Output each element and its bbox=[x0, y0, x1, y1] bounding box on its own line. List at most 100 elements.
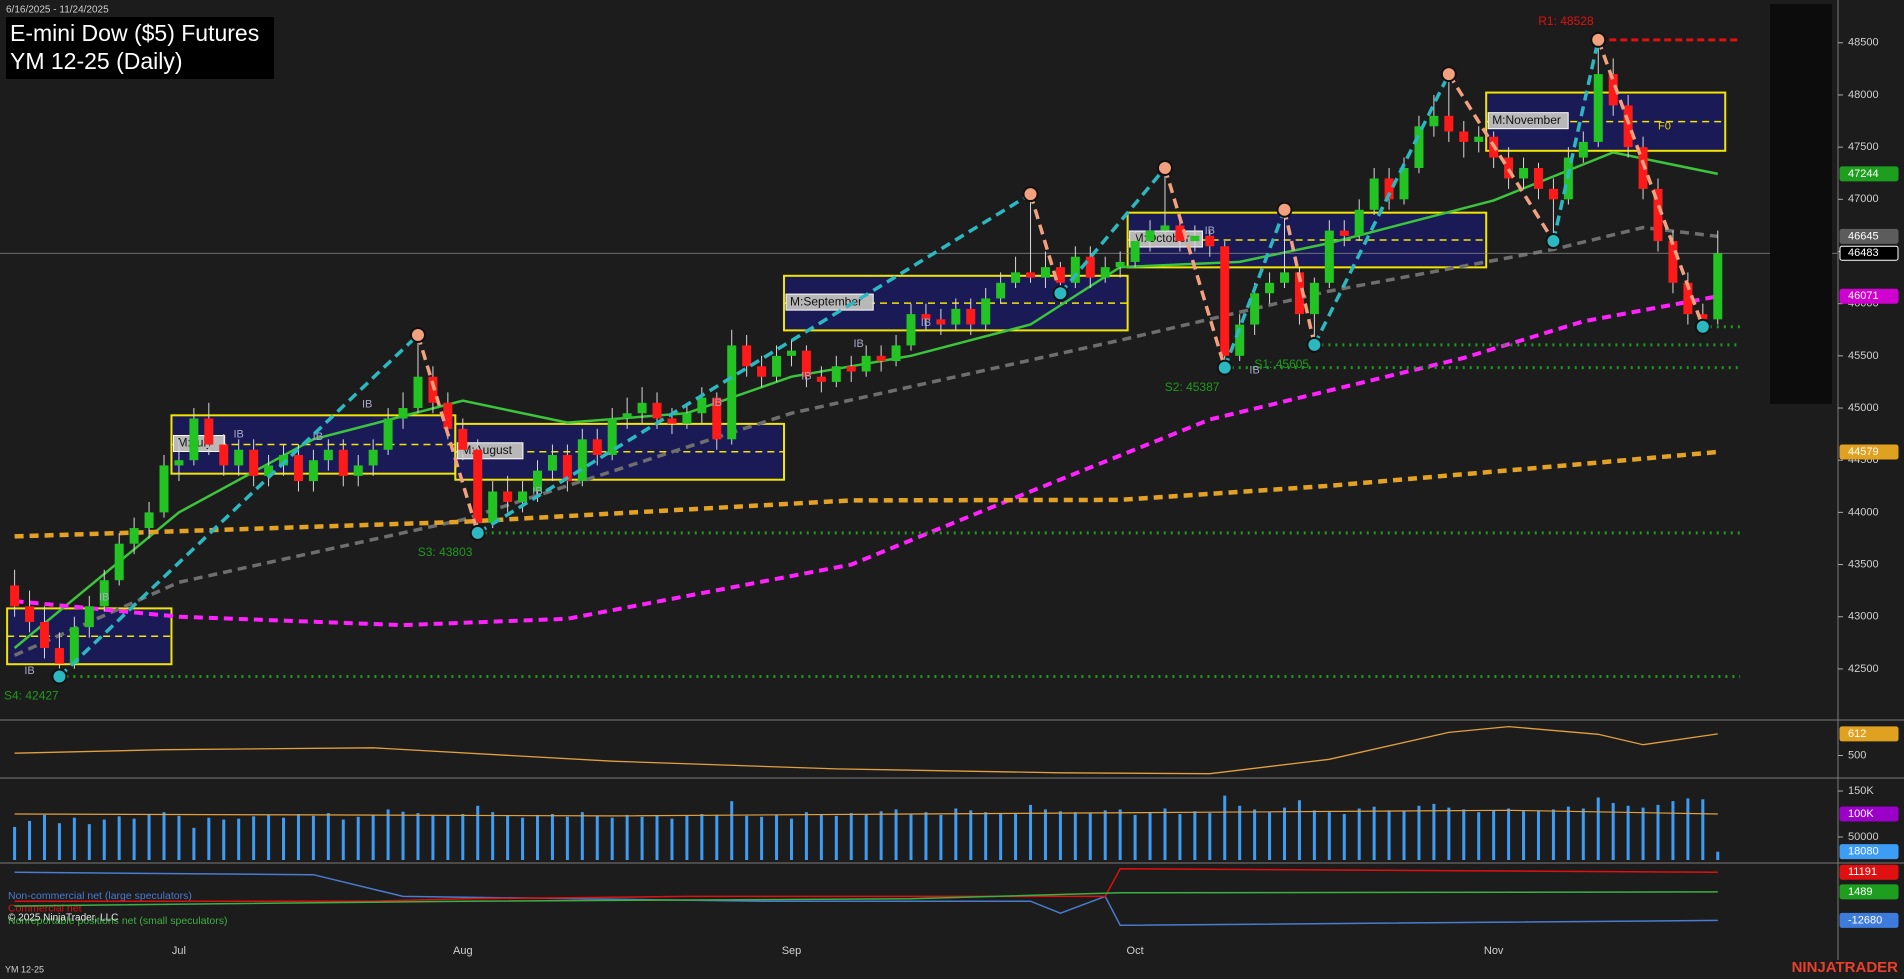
candle-body bbox=[323, 449, 333, 461]
volume-bar bbox=[1566, 806, 1570, 860]
moving-average bbox=[14, 294, 1719, 628]
chart-subtitle: YM 12-25 (Daily) bbox=[10, 48, 183, 74]
candle-body bbox=[1369, 178, 1379, 210]
volume-bar bbox=[1656, 804, 1660, 860]
volume-bar bbox=[1043, 809, 1047, 860]
inside-bar-label: IB bbox=[801, 371, 811, 383]
candle-body bbox=[861, 355, 871, 372]
volume-bar bbox=[984, 812, 988, 860]
y-tick-label: 45000 bbox=[1848, 402, 1879, 414]
volume-average bbox=[14, 809, 1718, 817]
candle-body bbox=[1280, 272, 1289, 283]
volume-bar bbox=[117, 816, 121, 860]
inside-bar-label: IB bbox=[313, 431, 323, 443]
candle-body bbox=[533, 470, 542, 492]
volume-bar bbox=[715, 814, 719, 860]
volume-bar bbox=[1462, 809, 1466, 860]
volume-bar bbox=[685, 815, 689, 860]
volume-tick-label: 50000 bbox=[1848, 831, 1879, 843]
candle-body bbox=[488, 491, 498, 523]
volume-bar bbox=[132, 818, 136, 860]
candle-body bbox=[637, 402, 647, 414]
volume-bar bbox=[969, 810, 973, 860]
volume-bar bbox=[341, 819, 345, 860]
candle-body bbox=[667, 418, 677, 424]
volume-bar bbox=[1387, 810, 1391, 860]
swing-leg bbox=[1551, 39, 1600, 242]
price-tag: 44579 bbox=[1848, 446, 1879, 458]
volume-bar bbox=[1103, 810, 1107, 860]
candle-body bbox=[279, 454, 289, 466]
candle-body bbox=[1548, 188, 1558, 200]
volume-bar bbox=[461, 814, 465, 860]
cot-tag: -12680 bbox=[1848, 914, 1882, 926]
moving-average bbox=[13, 225, 1719, 657]
cot-tag-bg bbox=[1839, 884, 1899, 900]
candle-body bbox=[1145, 230, 1155, 242]
candle-body bbox=[742, 345, 752, 367]
volume-bar bbox=[745, 815, 749, 860]
x-tick-label: Jul bbox=[172, 945, 186, 957]
volume-bar bbox=[237, 818, 241, 860]
candle-body bbox=[1011, 272, 1021, 283]
candle-body bbox=[308, 460, 318, 482]
moving-average bbox=[13, 151, 1719, 649]
price-tag-bg bbox=[1839, 245, 1899, 261]
volume-bar bbox=[1088, 813, 1092, 860]
volume-bar bbox=[521, 817, 525, 860]
cot-tag: 11191 bbox=[1848, 866, 1877, 878]
y-tick-label: 43000 bbox=[1848, 611, 1879, 623]
volume-bar bbox=[102, 819, 106, 860]
volume-bar bbox=[476, 805, 480, 860]
volume-bar bbox=[1058, 811, 1062, 860]
volume-bar bbox=[506, 815, 510, 860]
y-tick-label: 43500 bbox=[1848, 558, 1879, 570]
candle-body bbox=[1130, 241, 1140, 262]
volume-bar bbox=[864, 814, 868, 860]
level-label: S2: 45387 bbox=[1165, 380, 1220, 394]
volume-bar bbox=[1148, 812, 1152, 860]
volume-bar bbox=[655, 815, 659, 860]
candle-body bbox=[1085, 256, 1095, 278]
x-tick-label: Aug bbox=[453, 945, 473, 957]
volume-bar bbox=[1178, 814, 1182, 860]
volume-bar bbox=[1208, 813, 1212, 860]
volume-bar bbox=[1312, 810, 1316, 860]
inside-bar-label: IB bbox=[233, 429, 243, 441]
candle-body bbox=[473, 449, 483, 523]
legend-entry: Nonreportable positions net (small specu… bbox=[8, 915, 227, 927]
atr-tag: 612 bbox=[1848, 728, 1866, 740]
candle-body bbox=[1160, 225, 1170, 231]
volume-bar bbox=[87, 824, 91, 860]
volume-bar bbox=[625, 814, 629, 860]
swing-leg bbox=[416, 334, 480, 534]
date-range: 6/16/2025 - 11/24/2025 bbox=[6, 5, 109, 16]
swing-leg bbox=[1596, 39, 1705, 328]
volume-bar bbox=[1283, 807, 1286, 860]
candle-body bbox=[1713, 253, 1723, 320]
volume-tag: 100K bbox=[1848, 808, 1874, 820]
volume-bar bbox=[162, 812, 166, 860]
candle-body bbox=[786, 350, 796, 356]
inside-bar-label: IB bbox=[362, 398, 372, 410]
candle-body bbox=[816, 376, 826, 382]
candle-body bbox=[1265, 282, 1275, 294]
candle-body bbox=[876, 355, 886, 362]
candle-body bbox=[1190, 235, 1200, 242]
swing-pivot bbox=[1052, 285, 1069, 302]
candle-body bbox=[996, 282, 1006, 299]
level-label: S3: 43803 bbox=[418, 545, 473, 559]
candle-body bbox=[413, 376, 423, 409]
volume-bar bbox=[640, 816, 644, 860]
candle-body bbox=[1205, 235, 1215, 247]
swing-pivot bbox=[1156, 160, 1173, 177]
volume-bar bbox=[57, 823, 61, 860]
volume-bar bbox=[42, 814, 46, 860]
candle-body bbox=[1414, 126, 1424, 169]
candle-body bbox=[219, 444, 229, 466]
volume-bar bbox=[804, 812, 808, 860]
brand: NINJATRADER bbox=[1792, 959, 1899, 976]
candle-body bbox=[936, 319, 946, 325]
candle-body bbox=[1519, 168, 1529, 179]
